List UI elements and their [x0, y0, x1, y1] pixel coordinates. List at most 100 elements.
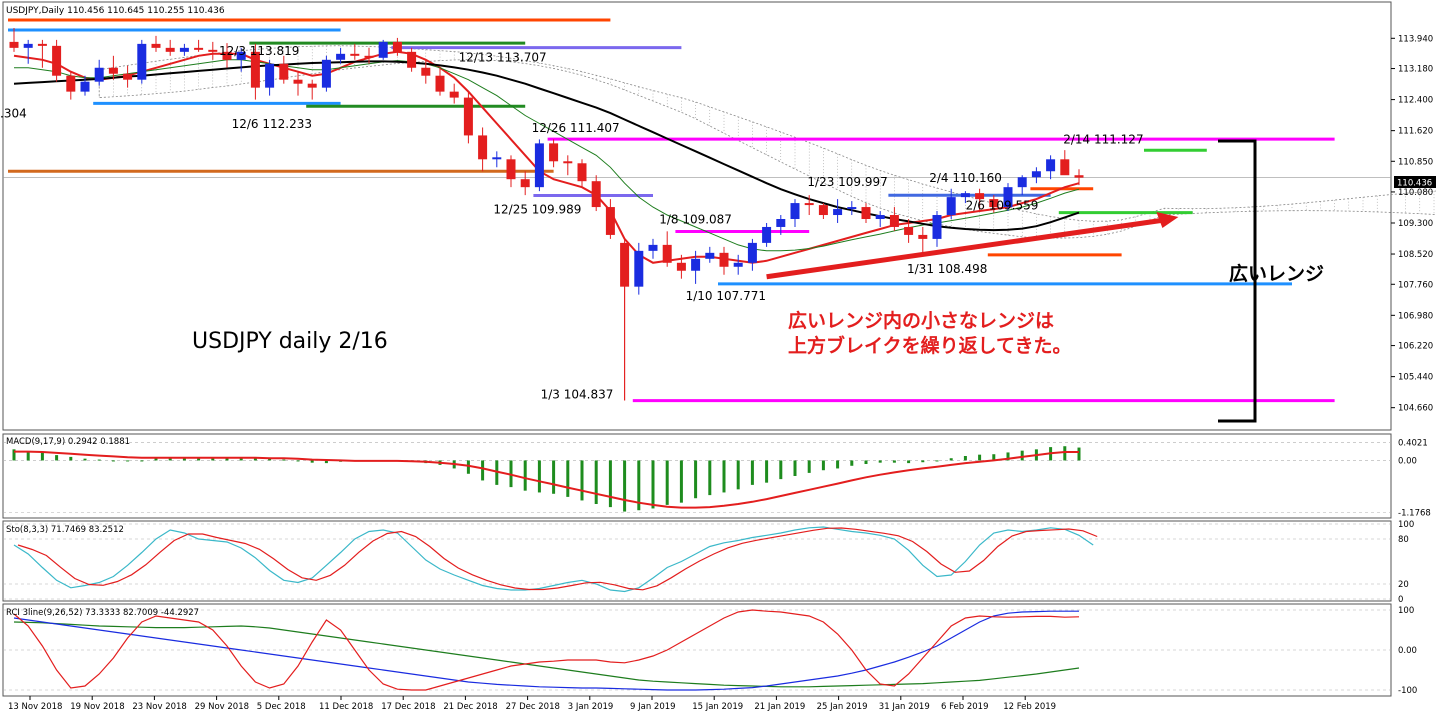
stoch-panel — [2, 520, 1392, 602]
price-label-9: 2/6 109.559 — [966, 199, 1039, 213]
macd-tick-2: -1.1768 — [1398, 509, 1431, 519]
stoch-label: Sto(8,3,3) 71.7469 83.2512 — [6, 525, 124, 535]
candle-body — [1031, 171, 1041, 178]
macd-bar — [665, 460, 669, 505]
price-tick-0: 113.940 — [1398, 34, 1433, 44]
candle-body — [591, 181, 601, 208]
price-label-5: 1/8 109.087 — [659, 212, 732, 226]
macd-bar — [935, 460, 939, 462]
price-axis: 113.940 113.180 112.400 111.620 110.850 110.0… — [1391, 34, 1433, 414]
candle-body — [222, 51, 232, 60]
date-tick-16: 12 Feb 2019 — [1003, 702, 1056, 712]
candle-body — [705, 252, 715, 259]
candle-body — [1060, 159, 1070, 176]
date-tick-10: 9 Jan 2019 — [630, 702, 676, 712]
macd-bar — [211, 457, 215, 461]
ma-line-0 — [13, 50, 1080, 264]
macd-bar — [623, 460, 627, 512]
price-label-8: 2/4 110.160 — [929, 171, 1002, 185]
price-tick-10: 106.220 — [1398, 342, 1433, 352]
candle-body — [520, 179, 530, 188]
macd-bar — [111, 460, 115, 462]
candle-body — [265, 63, 275, 88]
price-tick-6: 109.300 — [1398, 219, 1433, 229]
macd-bar — [963, 456, 967, 461]
price-label-12: 1/3 104.837 — [541, 388, 614, 402]
candle-body — [975, 193, 985, 200]
macd-bar — [466, 460, 470, 474]
candle-body — [946, 197, 956, 216]
macd-bar — [26, 451, 30, 461]
macd-bar — [566, 460, 570, 497]
candle-body — [307, 83, 317, 88]
candle-body — [676, 262, 686, 271]
candle-body — [421, 67, 431, 76]
macd-bar — [949, 458, 953, 461]
rci-tick-1: 0.00 — [1398, 646, 1417, 656]
current-price-tag — [1394, 176, 1436, 188]
macd-bar — [182, 458, 186, 461]
annotation-line-2: 上方ブレイクを繰り返してきた。 — [788, 334, 1071, 357]
candle-body — [52, 45, 62, 76]
candle-body — [904, 226, 914, 235]
rci-panel — [2, 603, 1392, 697]
rci-tick-0: 100 — [1398, 606, 1414, 616]
candle-body — [478, 135, 488, 160]
macd-bar — [651, 460, 655, 509]
candle-body — [37, 43, 47, 46]
macd-bar — [168, 457, 172, 461]
date-tick-12: 21 Jan 2019 — [754, 702, 805, 712]
ma-line-2 — [13, 60, 1080, 232]
candle-body — [449, 91, 459, 98]
date-tick-13: 25 Jan 2019 — [817, 702, 868, 712]
macd-bar — [864, 460, 868, 464]
macd-bar — [736, 460, 740, 490]
candle-body — [364, 55, 374, 58]
candle-body — [80, 81, 90, 92]
date-tick-3: 29 Nov 2018 — [195, 702, 249, 712]
candle-body — [1003, 187, 1013, 208]
macd-bar — [594, 460, 598, 504]
candle-body — [989, 199, 999, 208]
macd-bar — [324, 460, 328, 464]
price-label-13: .304 — [0, 106, 27, 120]
macd-bar — [40, 452, 44, 461]
price-tick-3: 111.620 — [1398, 127, 1433, 137]
candle-body — [733, 262, 743, 267]
stoch-k-line — [13, 526, 1094, 593]
candle-body — [137, 43, 147, 80]
range-label: 広いレンジ — [1229, 262, 1324, 285]
candle-body — [321, 59, 331, 88]
macd-bar — [1006, 452, 1010, 461]
candle-body — [506, 159, 516, 180]
candle-body — [279, 63, 289, 80]
macd-bar — [793, 460, 797, 476]
macd-bar — [722, 460, 726, 493]
macd-label: MACD(9,17,9) 0.2942 0.1881 — [6, 437, 130, 447]
candle-body — [66, 75, 76, 92]
price-label-10: 1/31 108.498 — [907, 262, 987, 276]
candle-body — [293, 79, 303, 84]
macd-indicator: 0.4021 0.00 -1.1768 — [3, 439, 1431, 519]
macd-bar — [523, 460, 527, 491]
candle-body — [648, 244, 658, 251]
macd-bar — [637, 460, 641, 511]
candle-body — [392, 41, 402, 52]
macd-bar — [197, 457, 201, 461]
rci-long-line — [13, 621, 1080, 688]
macd-bar — [921, 460, 925, 463]
candle-body — [435, 75, 445, 92]
macd-bar — [892, 460, 896, 463]
candle-body — [165, 47, 175, 52]
candle-body — [179, 47, 189, 52]
macd-bar — [878, 460, 882, 463]
macd-bar — [12, 449, 16, 461]
price-tick-5: 110.080 — [1398, 188, 1433, 198]
stoch-tick-1: 80 — [1398, 535, 1409, 545]
price-label-1: 12/13 113.707 — [459, 51, 547, 65]
price-tick-9: 106.980 — [1398, 311, 1433, 321]
candle-body — [563, 161, 573, 164]
macd-bar — [1077, 447, 1081, 461]
candle-body — [918, 234, 928, 239]
